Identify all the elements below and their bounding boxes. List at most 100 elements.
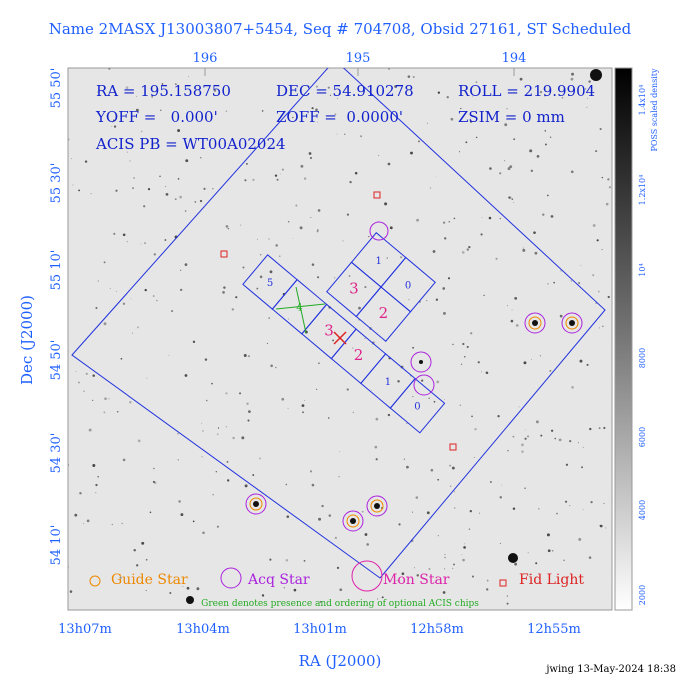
star bbox=[328, 417, 330, 419]
star bbox=[92, 374, 95, 377]
star bbox=[563, 559, 565, 562]
star bbox=[278, 255, 281, 258]
star bbox=[463, 546, 466, 549]
star bbox=[437, 535, 439, 537]
colorbar-label: 1.2x10⁴ bbox=[638, 175, 647, 206]
star bbox=[428, 397, 430, 400]
star bbox=[506, 595, 508, 597]
star bbox=[599, 524, 603, 528]
star bbox=[317, 229, 319, 231]
bottom-tick-label: 12h58m bbox=[410, 622, 464, 637]
star bbox=[342, 240, 344, 242]
star bbox=[442, 591, 446, 594]
star bbox=[556, 512, 558, 515]
star bbox=[113, 232, 116, 235]
star bbox=[252, 178, 255, 181]
star bbox=[540, 434, 543, 437]
star bbox=[83, 390, 85, 392]
star bbox=[303, 177, 307, 180]
aimpoint bbox=[333, 331, 347, 345]
star bbox=[547, 283, 549, 285]
star bbox=[164, 239, 167, 241]
bright-star bbox=[532, 320, 538, 326]
star bbox=[383, 582, 386, 585]
star bbox=[607, 178, 610, 181]
star bbox=[302, 411, 305, 414]
star bbox=[174, 83, 177, 86]
bright-star bbox=[590, 69, 602, 81]
star bbox=[595, 150, 598, 153]
star bbox=[311, 483, 315, 487]
star bbox=[112, 121, 113, 123]
star bbox=[134, 115, 135, 117]
star bbox=[68, 464, 69, 466]
star bbox=[364, 286, 367, 289]
x-axis-label: RA (J2000) bbox=[299, 652, 382, 670]
star bbox=[266, 342, 268, 344]
star bbox=[375, 417, 379, 421]
star bbox=[116, 410, 119, 413]
star bbox=[109, 287, 111, 290]
star bbox=[577, 281, 581, 285]
star bbox=[258, 457, 261, 460]
legend-acq bbox=[220, 567, 242, 589]
star bbox=[598, 327, 600, 329]
star bbox=[603, 503, 605, 505]
star bbox=[366, 543, 370, 546]
star bbox=[448, 220, 451, 223]
star bbox=[571, 385, 574, 389]
star bbox=[188, 76, 190, 78]
bright-star bbox=[186, 596, 194, 604]
star bbox=[92, 464, 96, 468]
star bbox=[231, 308, 235, 311]
star bbox=[227, 227, 230, 230]
star bbox=[334, 113, 337, 116]
top-tick-label: 194 bbox=[502, 51, 527, 66]
star bbox=[338, 92, 341, 95]
star bbox=[270, 364, 273, 368]
star bbox=[95, 307, 98, 310]
left-tick-label: 54 10' bbox=[49, 525, 64, 566]
star bbox=[256, 287, 259, 290]
legend-guide bbox=[89, 575, 101, 587]
note: Green denotes presence and ordering of o… bbox=[201, 599, 479, 609]
star bbox=[511, 198, 514, 200]
star bbox=[553, 281, 555, 284]
star bbox=[521, 443, 524, 447]
star bbox=[269, 270, 273, 274]
star bbox=[137, 439, 141, 443]
star bbox=[201, 422, 203, 424]
star bbox=[449, 464, 452, 467]
star bbox=[535, 420, 539, 424]
star bbox=[592, 274, 595, 277]
star bbox=[602, 325, 604, 328]
star bbox=[478, 512, 480, 514]
star bbox=[279, 173, 281, 175]
star bbox=[287, 220, 290, 223]
star bbox=[275, 244, 279, 247]
footer: jwing 13-May-2024 18:38 bbox=[545, 664, 676, 675]
star bbox=[339, 588, 343, 592]
star bbox=[135, 95, 137, 97]
fid-lights bbox=[220, 191, 457, 451]
star bbox=[196, 587, 200, 591]
star bbox=[261, 110, 264, 112]
star bbox=[169, 592, 172, 595]
star bbox=[590, 500, 593, 504]
star bbox=[462, 342, 465, 346]
star bbox=[317, 209, 321, 212]
star bbox=[497, 415, 500, 418]
star bbox=[578, 537, 582, 541]
star bbox=[508, 196, 511, 199]
star bbox=[544, 130, 547, 132]
star bbox=[483, 294, 485, 297]
chip-label: 3 bbox=[349, 279, 359, 297]
star bbox=[426, 122, 429, 124]
star bbox=[364, 533, 368, 536]
star bbox=[241, 436, 245, 440]
star bbox=[486, 588, 489, 591]
info-line: ZOFF = 0.0000' bbox=[276, 108, 403, 126]
star bbox=[507, 167, 511, 171]
star bbox=[378, 154, 380, 157]
